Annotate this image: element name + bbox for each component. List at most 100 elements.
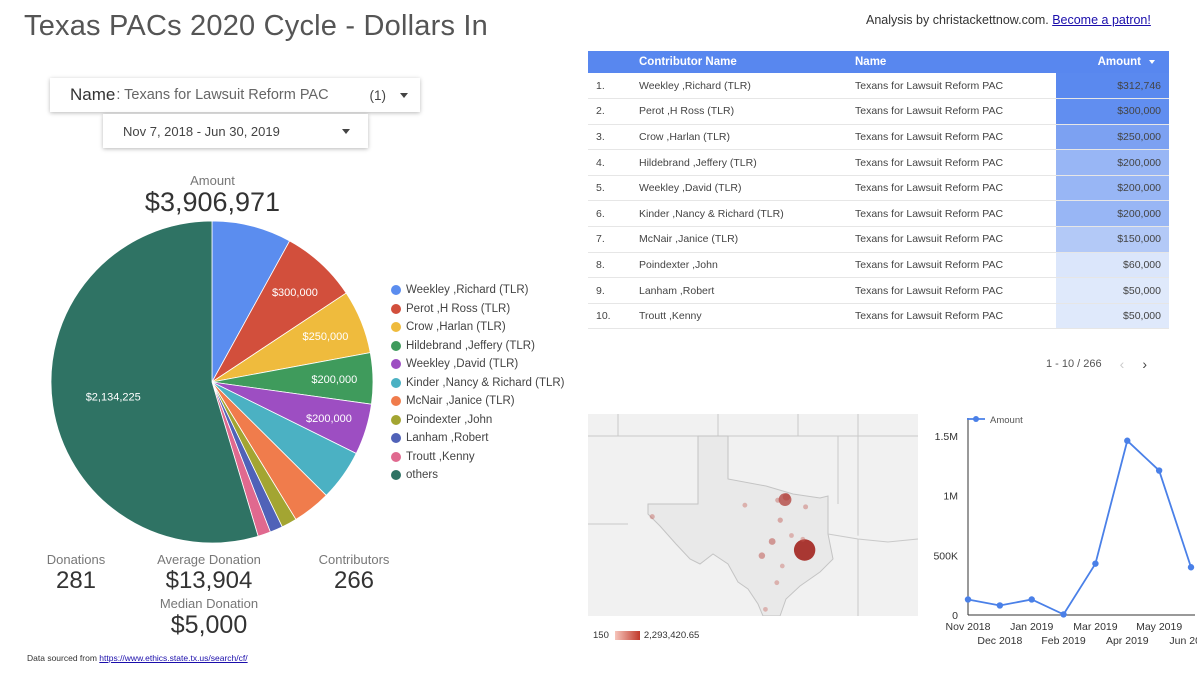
legend-item[interactable]: Crow ,Harlan (TLR) bbox=[391, 318, 565, 337]
map-bubble[interactable] bbox=[775, 497, 781, 503]
map-bubble[interactable] bbox=[742, 502, 748, 508]
texas-bubble-map[interactable] bbox=[588, 414, 918, 616]
map-bubble[interactable] bbox=[789, 533, 794, 538]
table-row[interactable]: 2. Perot ,H Ross (TLR) Texans for Lawsuit … bbox=[588, 98, 1169, 125]
row-name: Texans for Lawsuit Reform PAC bbox=[847, 124, 1056, 151]
table-row[interactable]: 1. Weekley ,Richard (TLR) Texans for Lawsu… bbox=[588, 73, 1169, 100]
table-row[interactable]: 10. Troutt ,Kenny Texans for Lawsuit Refor… bbox=[588, 303, 1169, 330]
pie-slice-label: $200,000 bbox=[311, 374, 357, 386]
legend-item[interactable]: Poindexter ,John bbox=[391, 411, 565, 430]
map-bubble[interactable] bbox=[774, 580, 780, 586]
patron-link[interactable]: Become a patron! bbox=[1052, 13, 1151, 27]
table-row[interactable]: 3. Crow ,Harlan (TLR) Texans for Lawsuit R… bbox=[588, 124, 1169, 151]
table-row[interactable]: 4. Hildebrand ,Jeffery (TLR) Texans for La… bbox=[588, 149, 1169, 176]
texas-outline bbox=[647, 435, 834, 616]
header-name[interactable]: Name bbox=[847, 51, 1056, 73]
map-bubble[interactable] bbox=[768, 538, 776, 545]
pie-slice[interactable] bbox=[50, 220, 259, 544]
table-row[interactable]: 9. Lanham ,Robert Texans for Lawsuit Refor… bbox=[588, 277, 1169, 304]
map-bubble[interactable] bbox=[758, 552, 766, 559]
map-bubble[interactable] bbox=[779, 563, 785, 569]
y-tick-label: 1.5M bbox=[935, 431, 958, 443]
row-name: Texans for Lawsuit Reform PAC bbox=[847, 175, 1056, 202]
date-range-picker[interactable]: Nov 7, 2018 - Jun 30, 2019 bbox=[103, 114, 368, 148]
legend-label: Kinder ,Nancy & Richard (TLR) bbox=[406, 376, 565, 389]
legend-item[interactable]: Hildebrand ,Jeffery (TLR) bbox=[391, 337, 565, 356]
legend-item[interactable]: Lanham ,Robert bbox=[391, 429, 565, 448]
line-point[interactable] bbox=[1187, 564, 1195, 571]
table-row[interactable]: 5. Weekley ,David (TLR) Texans for Lawsuit… bbox=[588, 175, 1169, 202]
prev-page-icon[interactable]: ‹ bbox=[1119, 356, 1125, 372]
next-page-icon[interactable]: › bbox=[1142, 356, 1147, 372]
map-bubble[interactable] bbox=[803, 504, 809, 510]
row-contributor: Weekley ,David (TLR) bbox=[631, 175, 847, 202]
row-name: Texans for Lawsuit Reform PAC bbox=[847, 200, 1056, 228]
line-series-amount bbox=[967, 439, 1192, 616]
legend-item[interactable]: Troutt ,Kenny bbox=[391, 448, 565, 467]
row-name: Texans for Lawsuit Reform PAC bbox=[847, 73, 1056, 100]
x-tick-label: Jun 2019 bbox=[1169, 635, 1197, 647]
legend-item[interactable]: Kinder ,Nancy & Richard (TLR) bbox=[391, 374, 565, 393]
line-point[interactable] bbox=[996, 602, 1004, 609]
page-title: Texas PACs 2020 Cycle - Dollars In bbox=[24, 10, 488, 42]
legend-item[interactable]: others bbox=[391, 466, 565, 485]
legend-dot-icon bbox=[391, 285, 401, 296]
x-tick-label: Feb 2019 bbox=[1041, 635, 1086, 647]
legend-dot-icon bbox=[391, 322, 401, 333]
row-contributor: Weekley ,Richard (TLR) bbox=[631, 73, 847, 100]
line-point[interactable] bbox=[1155, 467, 1163, 474]
legend-label: McNair ,Janice (TLR) bbox=[406, 395, 515, 408]
x-tick-label: Mar 2019 bbox=[1073, 621, 1118, 633]
row-index: 3. bbox=[588, 124, 631, 151]
name-filter-dropdown[interactable]: Name : Texans for Lawsuit Reform PAC (1) bbox=[50, 78, 420, 112]
map-bubble[interactable] bbox=[763, 606, 768, 612]
legend-label: Weekley ,David (TLR) bbox=[406, 358, 519, 371]
line-point[interactable] bbox=[964, 596, 972, 603]
table-row[interactable]: 7. McNair ,Janice (TLR) Texans for Lawsuit… bbox=[588, 226, 1169, 253]
row-index: 9. bbox=[588, 277, 631, 304]
legend-item[interactable]: Weekley ,Richard (TLR) bbox=[391, 281, 565, 300]
legend-label: Hildebrand ,Jeffery (TLR) bbox=[406, 339, 535, 352]
line-point[interactable] bbox=[1028, 596, 1035, 603]
header-amount[interactable]: Amount bbox=[1056, 51, 1169, 73]
map-bubble[interactable] bbox=[800, 536, 806, 542]
row-index: 7. bbox=[588, 226, 631, 253]
contributors-table: Contributor Name Name Amount 1. Weekley ,… bbox=[588, 51, 1169, 330]
table-row[interactable]: 8. Poindexter ,John Texans for Lawsuit Ref… bbox=[588, 252, 1169, 279]
y-tick-label: 1M bbox=[943, 491, 958, 503]
legend-dot-icon bbox=[391, 303, 401, 314]
line-point[interactable] bbox=[1124, 437, 1131, 444]
row-name: Texans for Lawsuit Reform PAC bbox=[847, 277, 1056, 304]
line-point[interactable] bbox=[1092, 560, 1099, 567]
row-index: 10. bbox=[588, 303, 631, 330]
data-source-link[interactable]: https://www.ethics.state.tx.us/search/cf… bbox=[99, 653, 248, 663]
kpi-average-donation: Average Donation $13,904 bbox=[145, 552, 273, 595]
map-bubble[interactable] bbox=[777, 517, 783, 523]
row-index: 5. bbox=[588, 175, 631, 202]
row-amount: $200,000 bbox=[1056, 200, 1169, 228]
legend-item[interactable]: Weekley ,David (TLR) bbox=[391, 355, 565, 374]
row-amount: $300,000 bbox=[1056, 98, 1169, 125]
analysis-text: Analysis by christackettnow.com. bbox=[866, 13, 1053, 27]
pie-slice-label: $200,000 bbox=[306, 413, 352, 425]
row-amount: $60,000 bbox=[1056, 252, 1169, 279]
legend-label: others bbox=[406, 469, 438, 482]
line-point[interactable] bbox=[1060, 611, 1067, 618]
legend-dot-icon bbox=[391, 359, 401, 370]
legend-dot-icon bbox=[391, 340, 401, 351]
table-row[interactable]: 6. Kinder ,Nancy & Richard (TLR) Texans fo… bbox=[588, 200, 1169, 228]
footnote-text: Data sourced from bbox=[27, 653, 100, 663]
row-contributor: Poindexter ,John bbox=[631, 252, 847, 279]
map-bubble[interactable] bbox=[649, 514, 655, 520]
header-contributor-name[interactable]: Contributor Name bbox=[631, 51, 847, 73]
legend-label: Crow ,Harlan (TLR) bbox=[406, 321, 506, 334]
kpi-amount-value: $3,906,971 bbox=[144, 187, 281, 217]
map-legend-min: 150 bbox=[593, 630, 609, 641]
map-bubble[interactable] bbox=[793, 539, 816, 561]
map-canvas bbox=[588, 414, 918, 616]
legend-item[interactable]: McNair ,Janice (TLR) bbox=[391, 392, 565, 411]
kpi-median-donation: Median Donation $5,000 bbox=[148, 596, 270, 640]
map-color-legend: 150 2,293,420.65 bbox=[593, 630, 699, 641]
legend-item[interactable]: Perot ,H Ross (TLR) bbox=[391, 300, 565, 319]
map-bubble[interactable] bbox=[782, 493, 791, 501]
